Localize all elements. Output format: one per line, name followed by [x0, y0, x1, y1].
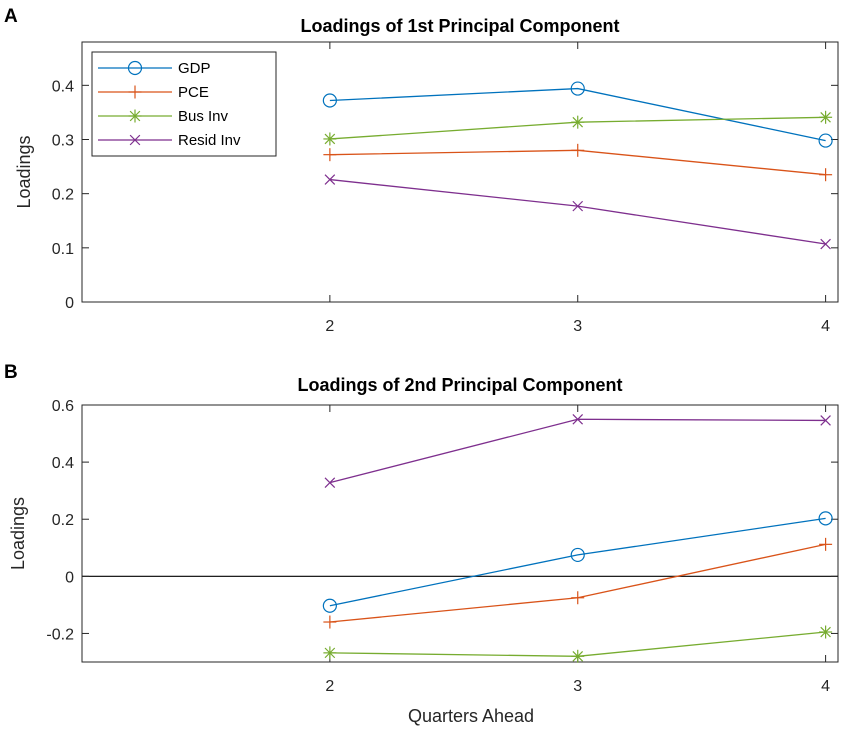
- y-tick-label: 0: [65, 569, 74, 586]
- legend-entry-gdp: GDP: [98, 60, 211, 77]
- data-point-pce: [571, 591, 585, 605]
- data-point-pce: [571, 143, 585, 157]
- legend-marker-gdp: [127, 60, 143, 76]
- data-point-resid-inv: [820, 415, 831, 426]
- x-tick-label: 4: [821, 678, 830, 695]
- x-axis-label: Quarters Ahead: [408, 706, 534, 726]
- series-bus-inv: [323, 110, 833, 146]
- y-tick-label: 0.4: [52, 78, 74, 95]
- data-point-pce: [819, 537, 833, 551]
- series-line-pce: [329, 543, 826, 623]
- y-tick-label: -0.2: [46, 626, 74, 643]
- data-point-bus-inv: [819, 625, 833, 639]
- x-tick-label: 2: [325, 678, 334, 695]
- data-point-resid-inv: [324, 477, 336, 488]
- chart-title: Loadings of 1st Principal Component: [300, 16, 619, 36]
- y-axis-label: Loadings: [14, 135, 34, 208]
- data-point-gdp: [818, 133, 833, 148]
- series-gdp: [322, 511, 833, 613]
- series-gdp: [322, 81, 833, 148]
- series-line-gdp: [329, 517, 826, 607]
- data-point-bus-inv: [571, 649, 585, 663]
- x-tick-label: 2: [325, 318, 334, 335]
- panel-b-plot: Loadings of 2nd Principal Component 2 3 4 -0…: [8, 375, 839, 695]
- legend-marker-pce: [128, 85, 142, 99]
- data-point-gdp: [322, 93, 337, 108]
- x-tick-label: 3: [573, 678, 582, 695]
- data-point-bus-inv: [571, 115, 585, 129]
- series-bus-inv: [323, 625, 833, 663]
- series-resid-inv: [324, 174, 831, 250]
- chart-title: Loadings of 2nd Principal Component: [297, 375, 622, 395]
- legend-entry-pce: PCE: [98, 84, 209, 101]
- data-point-pce: [819, 168, 833, 182]
- legend-label: GDP: [178, 60, 211, 77]
- series-line-resid-inv: [329, 418, 826, 484]
- legend-entry-bus-inv: Bus Inv: [98, 108, 229, 125]
- data-point-bus-inv: [323, 646, 337, 660]
- data-point-bus-inv: [323, 132, 337, 146]
- legend-marker-resid-inv: [129, 134, 141, 146]
- panel-a-plot: Loadings of 1st Principal Component 2 3 4 0 0…: [14, 16, 839, 335]
- y-tick-label: 0.3: [52, 133, 74, 150]
- panel-label-a: A: [4, 6, 18, 27]
- data-point-gdp: [570, 547, 585, 563]
- y-tick-label: 0.4: [52, 455, 74, 472]
- axes-box: [81, 41, 839, 303]
- y-axis-label: Loadings: [8, 497, 28, 570]
- y-tick-label: 0.6: [52, 398, 74, 415]
- y-tick-label: 0.2: [52, 512, 74, 529]
- data-point-resid-inv: [820, 238, 831, 250]
- legend-entry-resid-inv: Resid Inv: [98, 132, 241, 149]
- y-tick-label: 0: [65, 295, 74, 312]
- data-point-gdp: [818, 511, 833, 526]
- x-tick-label: 3: [573, 318, 582, 335]
- legend-box: [91, 51, 277, 157]
- data-point-resid-inv: [572, 413, 584, 425]
- panel-label-b: B: [4, 362, 18, 383]
- data-point-gdp: [322, 598, 337, 613]
- legend-label: PCE: [178, 84, 209, 101]
- axes-box: [81, 404, 839, 663]
- series-line-resid-inv: [329, 178, 826, 245]
- series-pce: [323, 143, 833, 182]
- legend-label: Resid Inv: [178, 132, 241, 149]
- data-point-bus-inv: [819, 110, 833, 124]
- data-point-pce: [323, 615, 337, 629]
- series-pce: [323, 537, 833, 629]
- series-resid-inv: [324, 413, 831, 488]
- data-point-resid-inv: [572, 200, 584, 212]
- data-point-resid-inv: [324, 174, 336, 185]
- y-tick-label: 0.2: [52, 187, 74, 204]
- data-point-pce: [323, 148, 337, 162]
- x-tick-label: 4: [821, 318, 830, 335]
- series-line-gdp: [329, 87, 826, 142]
- legend-marker-bus-inv: [128, 109, 142, 123]
- data-point-gdp: [570, 81, 585, 96]
- y-tick-label: 0.1: [52, 241, 74, 258]
- legend-label: Bus Inv: [178, 108, 229, 125]
- legend: GDP PCE Bus Inv Resid Inv: [91, 51, 277, 157]
